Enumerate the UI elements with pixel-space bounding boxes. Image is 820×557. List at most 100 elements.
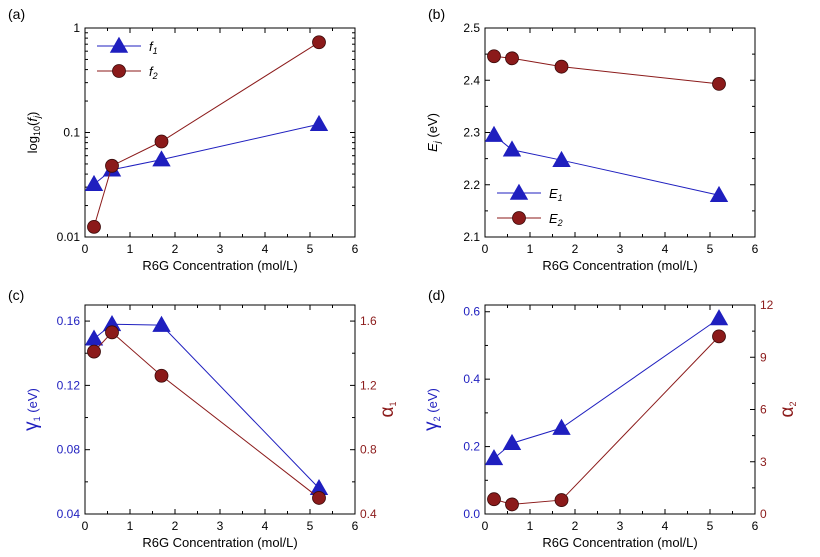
x-tick-label: 6 xyxy=(752,519,759,533)
data-point-triangle xyxy=(152,150,171,167)
y-tick-label: 0.0 xyxy=(463,507,480,521)
data-point-circle xyxy=(712,77,726,91)
x-tick-label: 2 xyxy=(172,242,179,256)
y-axis-label: log10(fj) xyxy=(25,112,42,154)
plot-frame xyxy=(84,304,356,515)
y-right-tick-label: 0.8 xyxy=(360,443,377,457)
data-point-circle xyxy=(87,344,101,359)
data-point-triangle xyxy=(484,125,504,142)
legend-marker-circle xyxy=(512,211,526,225)
y-right-tick-label: 12 xyxy=(760,298,774,312)
data-point-triangle xyxy=(152,315,171,332)
y-tick-label: 2.4 xyxy=(463,73,480,87)
x-tick-label: 3 xyxy=(217,519,224,533)
plot-frame xyxy=(84,27,356,238)
data-point-triangle xyxy=(484,449,504,466)
x-axis-label: R6G Concentration (mol/L) xyxy=(142,535,297,550)
y-tick-label: 0.16 xyxy=(57,314,81,328)
x-tick-label: 0 xyxy=(482,242,489,256)
x-tick-label: 1 xyxy=(127,242,134,256)
data-point-circle xyxy=(554,493,569,507)
series-line-2 xyxy=(93,331,320,499)
data-point-circle xyxy=(487,49,501,64)
legend-marker-triangle xyxy=(109,36,129,53)
y-tick-label: 2.3 xyxy=(463,126,480,140)
data-point-circle xyxy=(154,134,169,149)
y-tick-label: 0.01 xyxy=(57,230,81,244)
y-tick-label: 2.1 xyxy=(463,230,480,244)
y-tick-label: 0.4 xyxy=(463,372,480,386)
series-line-2 xyxy=(493,336,720,505)
y-tick-label: 0.08 xyxy=(57,443,81,457)
series-line-2 xyxy=(493,55,720,85)
x-axis-label: R6G Concentration (mol/L) xyxy=(142,258,297,273)
series-line-1 xyxy=(493,134,720,196)
plot-frame xyxy=(484,27,756,238)
data-point-triangle xyxy=(309,114,329,132)
x-axis-label: R6G Concentration (mol/L) xyxy=(542,258,697,273)
y-tick-label: 2.5 xyxy=(463,21,480,35)
panel-c: 0 1 2 3 4 5 6 0.04 0.08 0.12 0.16 0.4 0.8 1.2 1.6 R6G C… xyxy=(21,304,398,550)
x-tick-label: 0 xyxy=(482,519,489,533)
y-right-axis-label: α1 xyxy=(377,402,398,418)
y-axis-label: γ2 (eV) xyxy=(421,388,442,431)
legend-label: f2 xyxy=(149,64,158,81)
data-point-triangle xyxy=(84,329,104,346)
data-point-triangle xyxy=(709,309,729,326)
y-right-tick-label: 1.6 xyxy=(360,314,377,328)
data-point-triangle xyxy=(502,140,522,157)
data-point-circle xyxy=(312,35,326,50)
panel-label: (a) xyxy=(8,6,25,22)
x-tick-label: 2 xyxy=(572,519,579,533)
x-tick-label: 4 xyxy=(662,242,669,256)
data-point-circle xyxy=(154,368,169,383)
data-point-circle xyxy=(554,59,569,74)
x-tick-label: 5 xyxy=(307,519,314,533)
data-point-triangle xyxy=(552,418,571,435)
y-right-tick-label: 3 xyxy=(760,455,767,469)
x-tick-label: 5 xyxy=(307,242,314,256)
legend-label: E2 xyxy=(549,211,563,228)
x-tick-label: 6 xyxy=(352,519,359,533)
y-right-axis-label: α2 xyxy=(777,402,798,418)
legend-label: f1 xyxy=(149,39,158,56)
data-point-circle xyxy=(505,51,519,66)
y-tick-label: 0.6 xyxy=(463,305,480,319)
data-point-circle xyxy=(312,491,326,505)
y-axis-label: Ej (eV) xyxy=(425,113,442,152)
x-tick-label: 2 xyxy=(572,242,579,256)
x-tick-label: 2 xyxy=(172,519,179,533)
legend-label: E1 xyxy=(549,186,563,203)
panel-a: 0 1 2 3 4 5 6 0.01 0.1 1 R6G Concentration (mol/L)… xyxy=(25,21,359,273)
y-tick-label: 0.2 xyxy=(463,440,480,454)
y-tick-label: 1 xyxy=(73,21,80,35)
y-tick-label: 0.12 xyxy=(57,378,81,392)
x-tick-label: 3 xyxy=(617,242,624,256)
legend-marker-circle xyxy=(112,64,126,78)
x-tick-label: 5 xyxy=(707,242,714,256)
y-tick-label: 0.1 xyxy=(63,126,80,140)
legend-marker-triangle xyxy=(509,183,529,200)
x-tick-label: 3 xyxy=(217,242,224,256)
y-axis-label: γ1 (eV) xyxy=(21,388,42,431)
x-tick-label: 5 xyxy=(707,519,714,533)
panel-label: (d) xyxy=(428,287,445,303)
panel-label: (c) xyxy=(8,287,24,303)
data-point-triangle xyxy=(502,433,522,450)
y-tick-label: 2.2 xyxy=(463,178,480,192)
series-line-1 xyxy=(93,123,320,185)
x-tick-label: 1 xyxy=(527,242,534,256)
data-point-triangle xyxy=(84,174,104,191)
y-right-tick-label: 0 xyxy=(760,507,767,521)
x-tick-label: 1 xyxy=(127,519,134,533)
x-tick-label: 6 xyxy=(352,242,359,256)
x-tick-label: 4 xyxy=(262,519,269,533)
x-tick-label: 0 xyxy=(82,242,89,256)
data-point-triangle xyxy=(552,150,571,167)
data-point-triangle xyxy=(709,185,729,202)
panel-label: (b) xyxy=(428,6,445,22)
